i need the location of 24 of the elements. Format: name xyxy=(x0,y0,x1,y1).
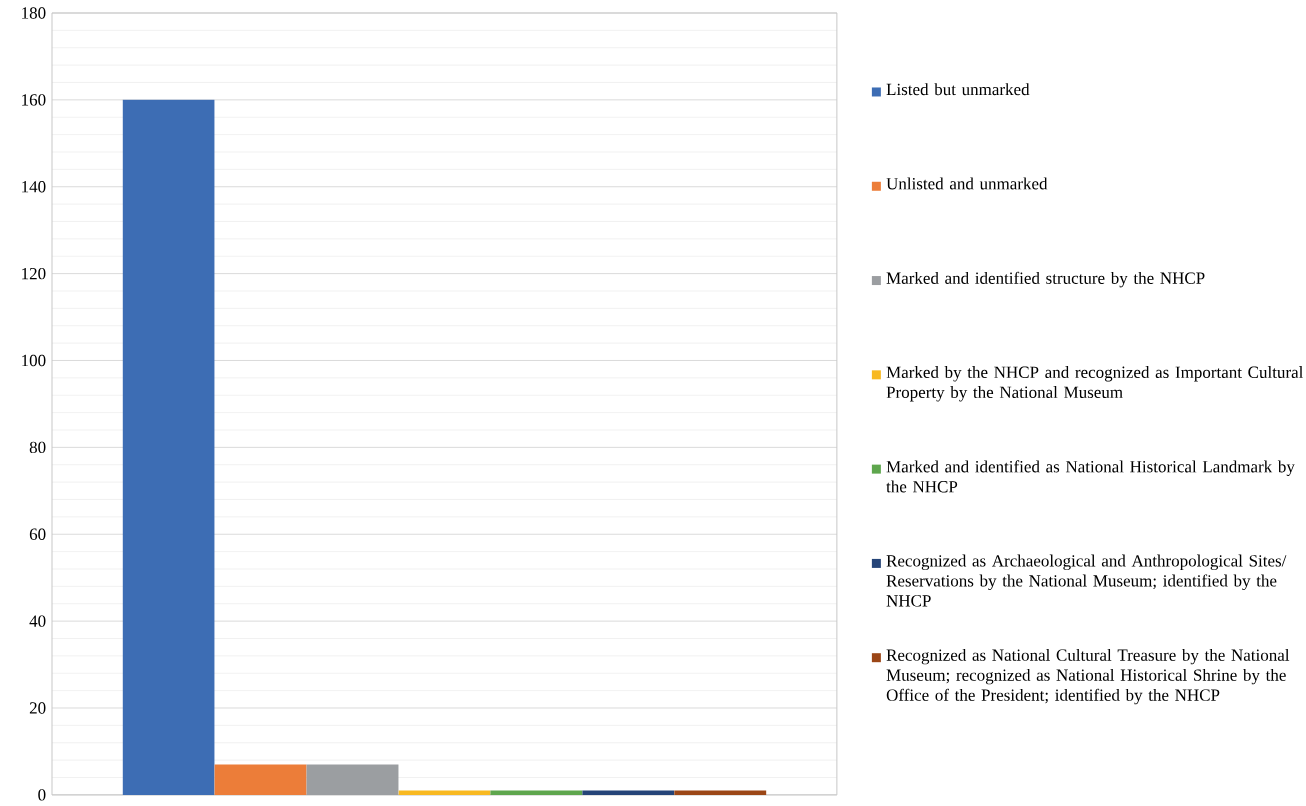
bar xyxy=(674,790,767,795)
bar xyxy=(398,790,491,795)
bar xyxy=(214,764,307,795)
legend-label: Marked and identified structure by the NHCP xyxy=(886,271,1205,288)
legend-label: Marked by the NHCP and recognized as Important Cultural Property by the National Museum xyxy=(886,365,1304,402)
bar xyxy=(306,764,399,795)
legend-label: Recognized as Archaeological and Anthropological Sites/ Reservations by the National Museum; identified by the NHCP xyxy=(886,554,1287,607)
y-tick-label: 40 xyxy=(29,615,46,627)
y-tick-label: 180 xyxy=(22,7,46,19)
y-tick-label: 140 xyxy=(22,180,46,193)
bar xyxy=(582,790,675,795)
legend-label: Marked and identified as National Historical Landmark by the NHCP xyxy=(886,460,1295,493)
y-tick-label: 60 xyxy=(29,528,46,540)
y-tick-label: 160 xyxy=(22,93,46,106)
y-tick-label: 80 xyxy=(29,441,46,453)
legend-label: Recognized as National Cultural Treasure by the National Museum; recognized as National Historical Shrine by the Office of the President; identified by the NHCP xyxy=(886,648,1290,705)
y-tick-label: 100 xyxy=(22,354,46,367)
legend-label: Listed but unmarked xyxy=(886,82,1030,95)
y-tick-label: 120 xyxy=(22,267,46,280)
y-tick-label: 0 xyxy=(38,788,46,801)
legend-label: Unlisted and unmarked xyxy=(886,177,1048,190)
bar xyxy=(122,99,215,795)
y-tick-label: 20 xyxy=(29,702,46,714)
bar xyxy=(490,790,583,795)
